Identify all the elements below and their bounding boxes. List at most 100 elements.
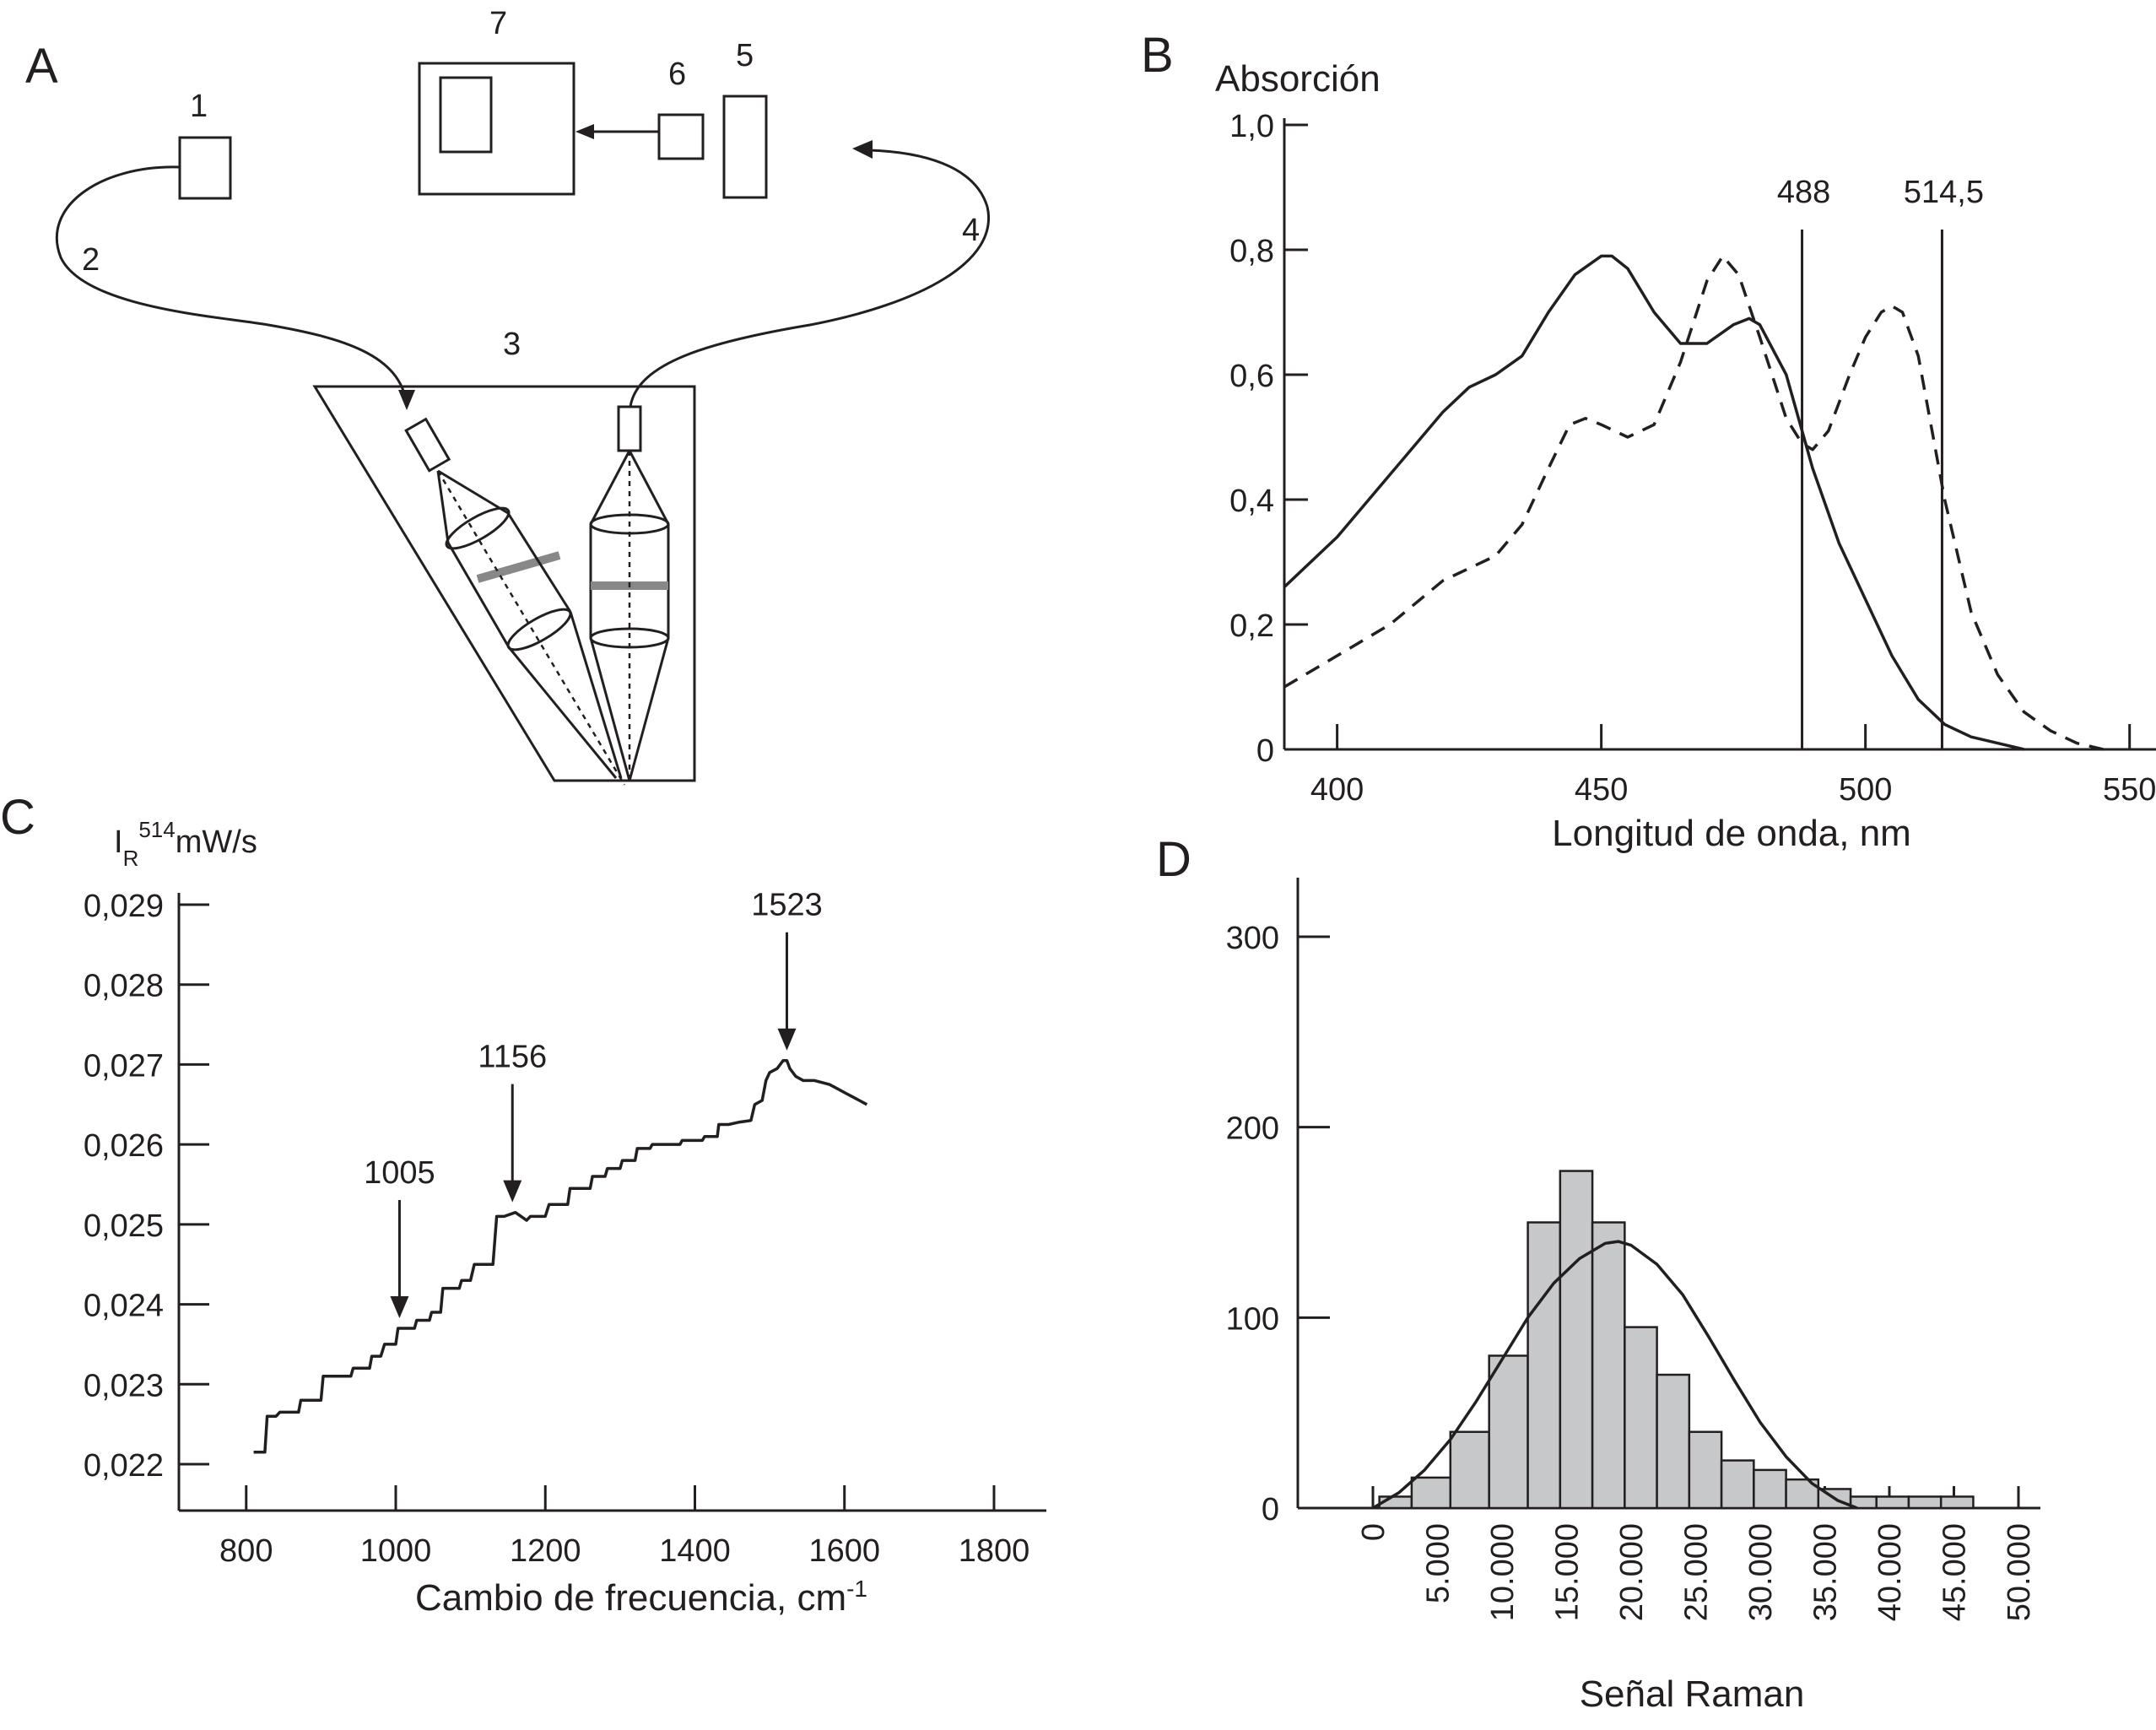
collection-fiber-tip	[617, 405, 642, 452]
panel-d-x-tick-label: 50.000	[2002, 1523, 2037, 1621]
panel-b-series-solid	[1283, 254, 2024, 751]
panel-c-y-tick-label: 0,022	[84, 1448, 164, 1484]
panel-d-xlabel: Señal Raman	[1580, 1673, 1805, 1715]
output-fiber-arrowhead	[852, 140, 873, 159]
panel-b-x-tick-label: 500	[1839, 772, 1892, 808]
panel-d-y-tick-label: 300	[1226, 921, 1279, 956]
panel-d-histogram-bar	[1591, 1221, 1626, 1510]
panel-b-letter: B	[1141, 28, 1174, 83]
panel-b-series-dashed	[1283, 254, 2104, 751]
panel-c-raman-spectrum: C IR 514mW/s Cambio de frecuencia, cm-1 0…	[0, 790, 1046, 1619]
panel-b-y-tick-label: 0,6	[1229, 359, 1274, 394]
input-fiber-arrowhead	[398, 390, 415, 410]
panel-b-laser-label: 488	[1777, 175, 1830, 210]
panel-c-peak-label: 1005	[364, 1155, 435, 1191]
panel-c-peak-label: 1156	[478, 1040, 547, 1075]
panel-c-y-tick-label: 0,026	[84, 1128, 164, 1164]
panel-d-x-tick-label: 15.000	[1550, 1523, 1586, 1621]
output-fiber	[629, 149, 990, 408]
panel-b-x-tick-label: 550	[2103, 772, 2156, 808]
panel-d-histogram-bar	[1488, 1354, 1529, 1510]
panel-c-ylabel-main: I	[114, 824, 123, 860]
panel-d-y-tick-label: 200	[1226, 1111, 1279, 1147]
panel-c-y-tick-label: 0,024	[84, 1289, 164, 1324]
panel-b-y-tick-label: 1,0	[1229, 109, 1274, 144]
excitation-tube-left	[446, 542, 511, 648]
panel-c-x-tick-label: 800	[219, 1533, 273, 1569]
panel-d-y-tick-label: 0	[1262, 1492, 1279, 1527]
panel-c-peak-arrowhead	[390, 1295, 409, 1318]
panel-d-histogram-bar	[1624, 1326, 1658, 1510]
computer-box	[418, 62, 575, 196]
excitation-lens-2	[506, 608, 572, 651]
panel-b-ylabel: Absorción	[1215, 58, 1381, 100]
panel-b-y-tick-label: 0,4	[1229, 484, 1274, 519]
panel-c-ylabel: IR 514mW/s	[114, 817, 257, 871]
panel-d-y-tick-label: 100	[1226, 1301, 1279, 1337]
panel-b-y-tick-label: 0,8	[1229, 234, 1274, 269]
panel-c-x-tick-label: 1600	[808, 1533, 880, 1569]
collection-focus-left	[589, 637, 631, 781]
panel-d-x-tick-label: 35.000	[1808, 1523, 1844, 1621]
panel-a-letter: A	[25, 39, 58, 94]
panel-c-x-tick-label: 1800	[959, 1533, 1030, 1569]
panel-c-y-tick-label: 0,027	[84, 1048, 164, 1084]
panel-b-xlabel: Longitud de onda, nm	[1552, 813, 1911, 854]
excitation-fiber-tip	[404, 417, 451, 473]
panel-d-letter: D	[1156, 832, 1191, 887]
panel-d-x-tick-label: 20.000	[1614, 1523, 1650, 1621]
panel-c-peak-arrowhead	[777, 1028, 797, 1051]
panel-c-y-tick-label: 0,023	[84, 1368, 164, 1403]
collection-focus-right	[628, 637, 670, 781]
panel-b-y-tick-label: 0	[1256, 733, 1274, 769]
panel-d-histogram-bar	[1688, 1430, 1723, 1510]
panel-c-xlabel-sup: -1	[846, 1576, 867, 1602]
panel-c-spectrum-line	[253, 1058, 868, 1454]
spectrometer-box	[722, 95, 768, 199]
panel-d-histogram-bar	[1526, 1221, 1562, 1510]
panel-c-xlabel: Cambio de frecuencia, cm-1	[415, 1576, 867, 1619]
panel-d-histogram-bar	[1449, 1430, 1490, 1510]
panel-c-x-tick-label: 1000	[360, 1533, 432, 1569]
component-label-1: 1	[190, 89, 208, 124]
excitation-focus-right	[569, 611, 623, 779]
panel-d-histogram-bar	[1753, 1468, 1787, 1510]
panel-d-histogram-bar	[1720, 1459, 1755, 1510]
panel-d-histogram-bar	[1939, 1495, 1975, 1510]
excitation-cone-upper	[437, 469, 509, 515]
panel-c-x-tick-label: 1400	[659, 1533, 731, 1569]
panel-c-peak-label: 1523	[751, 888, 823, 923]
panel-b-x-tick-label: 450	[1575, 772, 1628, 808]
panel-c-xlabel-main: Cambio de frecuencia, cm	[415, 1577, 846, 1619]
excitation-filter	[476, 551, 561, 583]
panel-c-y-tick-label: 0,028	[84, 969, 164, 1004]
panel-c-ylabel-unit: mW/s	[176, 824, 257, 860]
light-source-box	[178, 136, 232, 200]
panel-d-histogram: D Señal Raman 0 100 200 300 0 5.000 10.000 15.0…	[1156, 832, 2040, 1715]
panel-b-axes: 0 0,2 0,4 0,6 0,8 1,0 400 450 500 550	[1229, 109, 2156, 808]
panel-d-x-tick-label: 0	[1356, 1523, 1391, 1541]
probe-housing	[312, 385, 696, 782]
panel-c-ylabel-sub: R	[123, 846, 139, 871]
panel-d-x-tick-label: 30.000	[1743, 1523, 1779, 1621]
panel-d-fit-curve	[1372, 1240, 1858, 1510]
panel-c-ylabel-sup: 514	[138, 817, 175, 842]
input-fiber	[55, 165, 408, 406]
computer-screen	[439, 76, 493, 154]
panel-b-y-tick-label: 0,2	[1229, 608, 1274, 644]
component-label-3: 3	[503, 327, 521, 362]
detector-box	[657, 113, 705, 160]
panel-c-marks: 1005 1156 1523	[253, 888, 868, 1454]
panel-c-x-tick-label: 1200	[510, 1533, 581, 1569]
component-label-2: 2	[82, 242, 100, 278]
component-label-5: 5	[736, 38, 754, 73]
panel-b-marks: 488 514,5	[1283, 175, 2104, 751]
component-label-6: 6	[668, 57, 686, 92]
panel-d-histogram-bar	[1907, 1495, 1943, 1510]
panel-d-histogram-bar	[1656, 1373, 1691, 1510]
panel-b-absorption-chart: B Absorción Longitud de onda, nm 0 0,2 0,4…	[1141, 28, 2156, 854]
panel-c-letter: C	[0, 790, 35, 845]
detector-to-computer-arrowhead	[575, 124, 594, 139]
excitation-lens-1	[445, 506, 511, 550]
excitation-focus-left	[507, 646, 618, 779]
